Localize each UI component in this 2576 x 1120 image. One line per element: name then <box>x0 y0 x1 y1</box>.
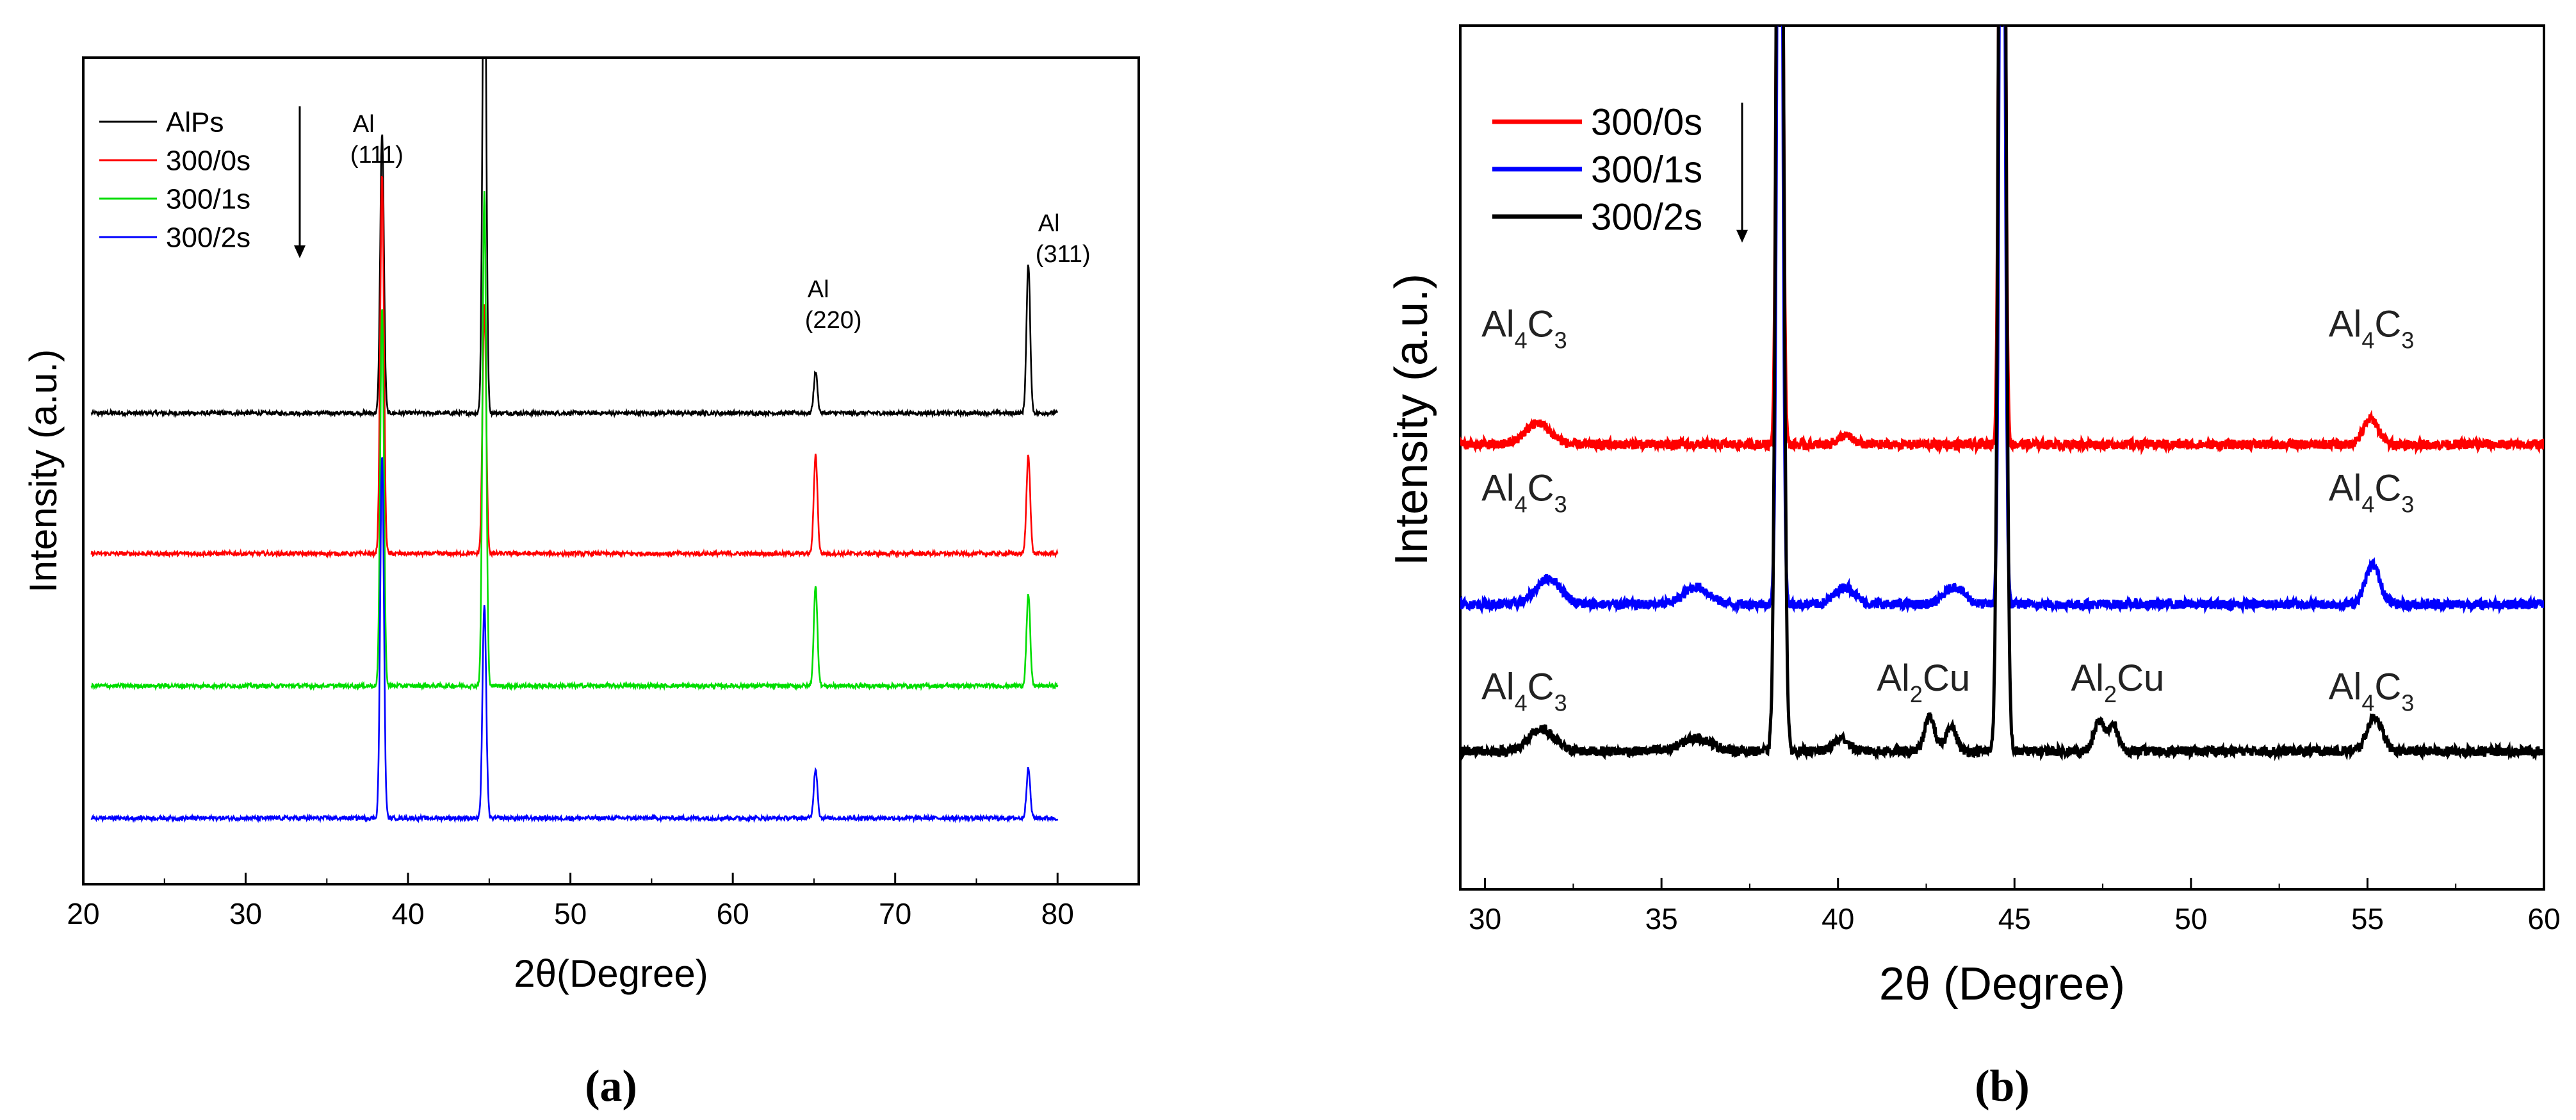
phase-label-subscript: 3 <box>2401 689 2414 716</box>
plot-b-x-axis-label: 2θ (Degree) <box>1879 959 2125 1010</box>
series-line-AlPs <box>90 58 1059 418</box>
x-tick-label: 60 <box>717 897 749 930</box>
phase-label-text: Al <box>2329 303 2362 345</box>
x-tick-label: 40 <box>1822 902 1854 935</box>
x-tick-label: 50 <box>554 897 587 930</box>
phase-label-text: C <box>2374 467 2401 509</box>
plot-a-x-axis-label: 2θ(Degree) <box>514 952 708 995</box>
phase-label-text: C <box>1528 666 1554 707</box>
phase-label-subscript: 4 <box>2361 491 2374 517</box>
x-tick-label: 30 <box>1469 902 1501 935</box>
series-line-300-1s <box>90 191 1059 691</box>
peak-label: Al <box>1038 210 1060 237</box>
x-tick-label: 50 <box>2174 902 2207 935</box>
x-tick-label: 30 <box>229 897 262 930</box>
plot-a-peak-annotations: Al(111)Al(200)Al(220)Al(311) <box>350 111 1091 334</box>
series-line-300-2s <box>90 457 1059 824</box>
phase-label-text: C <box>2374 303 2401 345</box>
peak-index: (220) <box>805 307 862 334</box>
peak-index: (111) <box>350 142 404 169</box>
phase-label-text: Cu <box>1923 657 1970 699</box>
plot-a-frame <box>82 56 1140 885</box>
plot-a-legend: AlPs 300/0s 300/1s 300/2s <box>99 106 306 258</box>
peak-index: (311) <box>1036 241 1091 268</box>
caption-a: (a) <box>585 1062 637 1111</box>
caption-b: (b) <box>1975 1062 2030 1111</box>
x-tick-label: 35 <box>1645 902 1678 935</box>
x-tick-label: 20 <box>67 897 99 930</box>
phase-label-text: Al <box>2071 657 2104 699</box>
legend-label: 300/0s <box>166 145 250 176</box>
x-tick-label: 40 <box>391 897 424 930</box>
phase-label-subscript: 3 <box>1554 327 1567 353</box>
plot-b-series-group <box>1460 26 2544 762</box>
phase-label: Al4C3 <box>1481 303 1567 353</box>
phase-label-subscript: 3 <box>2401 491 2414 517</box>
phase-label: Al4C3 <box>2329 666 2415 716</box>
legend-label: 300/1s <box>1591 149 1702 190</box>
x-tick-label: 60 <box>2527 902 2560 935</box>
phase-label-subscript: 4 <box>2361 689 2374 716</box>
series-line-300-0s <box>90 176 1059 559</box>
legend-label: 300/1s <box>166 183 250 215</box>
x-tick-label: 55 <box>2351 902 2384 935</box>
phase-label-subscript: 2 <box>1910 681 1923 707</box>
peak-label: Al <box>353 111 375 138</box>
phase-label: Al4C3 <box>1481 666 1567 716</box>
phase-label: Al2Cu <box>1877 657 1970 707</box>
plot-b-legend: 300/0s 300/1s 300/2s <box>1492 101 1748 243</box>
phase-label: Al4C3 <box>1481 467 1567 517</box>
phase-label-subscript: 4 <box>1515 689 1528 716</box>
legend-arrow-head <box>1736 229 1748 243</box>
legend-label: 300/2s <box>1591 196 1702 238</box>
legend-label: AlPs <box>166 106 224 138</box>
series-line-300-2s <box>1460 26 2544 762</box>
plot-a-x-ticks: 20 30 40 50 60 70 80 <box>67 873 1074 930</box>
phase-label-text: C <box>1528 303 1554 345</box>
x-tick-label: 80 <box>1041 897 1074 930</box>
phase-label-subscript: 4 <box>1515 327 1528 353</box>
plot-b-y-axis-label: Intensity (a.u.) <box>1386 274 1437 566</box>
phase-label-subscript: 3 <box>1554 689 1567 716</box>
phase-label-text: Al <box>1481 666 1515 707</box>
phase-label: Al2Cu <box>2071 657 2164 707</box>
phase-label: Al4C3 <box>2329 467 2415 517</box>
phase-label: Al4C3 <box>2329 303 2415 353</box>
plot-b-x-ticks: 30 35 40 45 50 55 60 <box>1469 878 2561 935</box>
phase-label-text: Al <box>1481 303 1515 345</box>
series-line-300-1s <box>1460 26 2544 615</box>
phase-label-text: Al <box>1481 467 1515 509</box>
x-tick-label: 45 <box>1998 902 2031 935</box>
phase-label-text: C <box>2374 666 2401 707</box>
plot-a-series-group <box>90 58 1059 824</box>
phase-label-text: Cu <box>2117 657 2164 699</box>
phase-label-subscript: 2 <box>2104 681 2117 707</box>
plot-a-y-axis-label: Intensity (a.u.) <box>22 349 65 593</box>
phase-label-subscript: 3 <box>1554 491 1567 517</box>
phase-label-text: Al <box>2329 666 2362 707</box>
legend-label: 300/0s <box>1591 101 1702 143</box>
phase-label-text: Al <box>2329 467 2362 509</box>
phase-label-subscript: 4 <box>2361 327 2374 353</box>
peak-label: Al <box>808 276 829 303</box>
legend-arrow-head <box>294 245 306 258</box>
phase-label-subscript: 4 <box>1515 491 1528 517</box>
phase-label-subscript: 3 <box>2401 327 2414 353</box>
x-tick-label: 70 <box>879 897 911 930</box>
phase-label-text: C <box>1528 467 1554 509</box>
plot-b-frame <box>1459 24 2545 891</box>
legend-label: 300/2s <box>166 222 250 253</box>
phase-label-text: Al <box>1877 657 1910 699</box>
series-line-300-0s <box>1460 26 2544 456</box>
